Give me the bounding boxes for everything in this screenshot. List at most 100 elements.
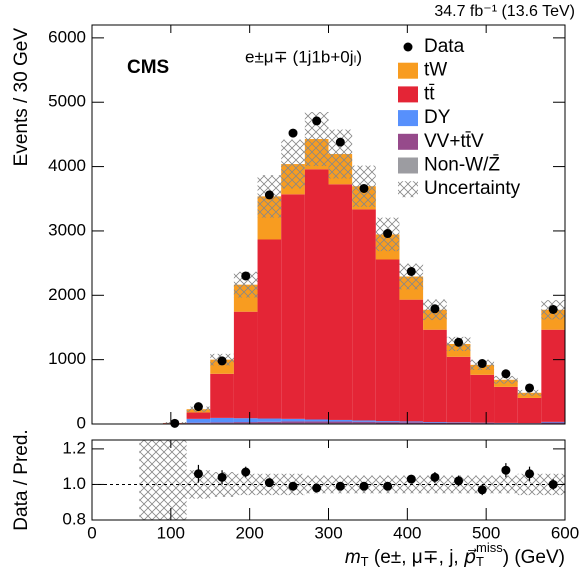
legend-label: Uncertainty (424, 178, 521, 199)
uncertainty-band (233, 271, 258, 298)
channel-label: e±μ∓ (1j1b+0jₗ) (245, 47, 362, 66)
y-tick-label: 1.2 (62, 438, 86, 457)
stack-segment (541, 421, 565, 423)
legend-label: VV+tt̄V (424, 131, 484, 152)
data-point (454, 337, 464, 347)
stack-segment (399, 421, 424, 423)
ratio-point (477, 485, 487, 495)
stack-segment (328, 421, 353, 424)
legend-swatch (398, 86, 418, 103)
x-axis-title-part: (e±, μ∓, j, (369, 547, 464, 568)
y-tick-label: 3000 (48, 220, 86, 239)
stack-segment (281, 418, 305, 422)
stack-segment (304, 169, 329, 420)
legend-label: Non-W/Z̄ (424, 155, 500, 176)
x-axis-title-part: p⃗ (463, 547, 477, 568)
data-point (383, 229, 393, 239)
ratio-point (383, 481, 393, 491)
stack-segment (233, 422, 258, 424)
stack-segment (352, 421, 376, 424)
y-tick-label: 1.0 (62, 474, 86, 493)
stack-segment (470, 374, 495, 423)
x-tick-label: 200 (235, 523, 263, 542)
stack-segment (446, 356, 471, 423)
data-point (525, 383, 535, 393)
x-axis-title: mT (e±, μ∓, j, p⃗Tmiss) (GeV) (345, 540, 565, 569)
stack (139, 112, 565, 424)
y-tick-label: 0.8 (62, 509, 86, 528)
y-tick-label: 6000 (48, 27, 86, 46)
ratio-point (525, 469, 535, 479)
y-axis-title: Events / 30 GeV (11, 28, 32, 167)
data-point (288, 128, 298, 138)
frame (91, 24, 566, 425)
stack-segment (257, 421, 282, 424)
x-axis-title-part: T (361, 554, 369, 569)
x-tick-label: 400 (393, 523, 421, 542)
stack-segment (233, 311, 258, 419)
experiment-label: CMS (127, 57, 169, 78)
uncertainty-band (162, 440, 187, 520)
uncertainty-band (399, 263, 424, 290)
legend-marker (403, 42, 413, 52)
ratio-point (288, 481, 298, 491)
data-point (359, 183, 369, 193)
legend-label: tt̄ (424, 83, 435, 104)
stack-segment (423, 422, 447, 424)
ratio-point (501, 465, 511, 475)
stack-segment (352, 420, 376, 422)
data-point (477, 359, 487, 369)
x-axis-title-part: m (345, 547, 361, 568)
uncertainty-band (186, 470, 211, 499)
uncertainty-band (494, 375, 518, 384)
lumi-label: 34.7 fb⁻¹ (13.6 TeV) (434, 3, 575, 20)
ratio-point (312, 483, 322, 493)
data-point (312, 116, 322, 126)
stack-segment (210, 417, 234, 423)
x-axis-title-part: ) (GeV) (503, 547, 565, 568)
legend-swatch (398, 62, 418, 79)
stack-segment (494, 423, 518, 424)
ratio-point (430, 472, 440, 482)
data-point (241, 271, 251, 281)
stack-segment (186, 412, 211, 419)
data-point (335, 137, 345, 147)
legend-swatch (398, 181, 418, 198)
x-tick-label: 300 (314, 523, 342, 542)
y-tick-label: 0 (77, 413, 86, 432)
x-tick-label: 600 (551, 523, 579, 542)
data-point (193, 402, 203, 412)
stack-segment (399, 299, 424, 422)
stack-segment (257, 418, 282, 422)
stack-segment (257, 239, 282, 419)
data-point (170, 418, 180, 428)
ratio-point (264, 478, 274, 488)
legend-label: Data (424, 36, 465, 57)
y-tick-label: 1000 (48, 349, 86, 368)
stack-segment (541, 422, 565, 424)
y-axis-title: Data / Pred. (11, 429, 32, 530)
ratio-point (241, 467, 251, 477)
uncertainty-band (517, 473, 542, 496)
ratio-point (454, 476, 464, 486)
stack-segment (470, 423, 495, 424)
stack-segment (304, 421, 329, 424)
data-point (430, 304, 440, 314)
data-point (501, 369, 511, 379)
y-tick-label: 5000 (48, 92, 86, 111)
data-point (217, 356, 227, 366)
x-tick-label: 0 (87, 523, 96, 542)
stack-segment (423, 422, 447, 423)
data-point (548, 304, 558, 314)
ratio-point (217, 472, 227, 482)
stack-segment (281, 421, 305, 424)
legend-swatch (398, 110, 418, 127)
stack-segment (186, 418, 211, 423)
x-axis-title-part: miss (476, 540, 503, 555)
uncertainty-band (517, 389, 542, 396)
uncertainty-band (233, 473, 258, 496)
uncertainty-band (328, 129, 353, 179)
uncertainty-band (139, 440, 163, 520)
x-tick-label: 100 (157, 523, 185, 542)
